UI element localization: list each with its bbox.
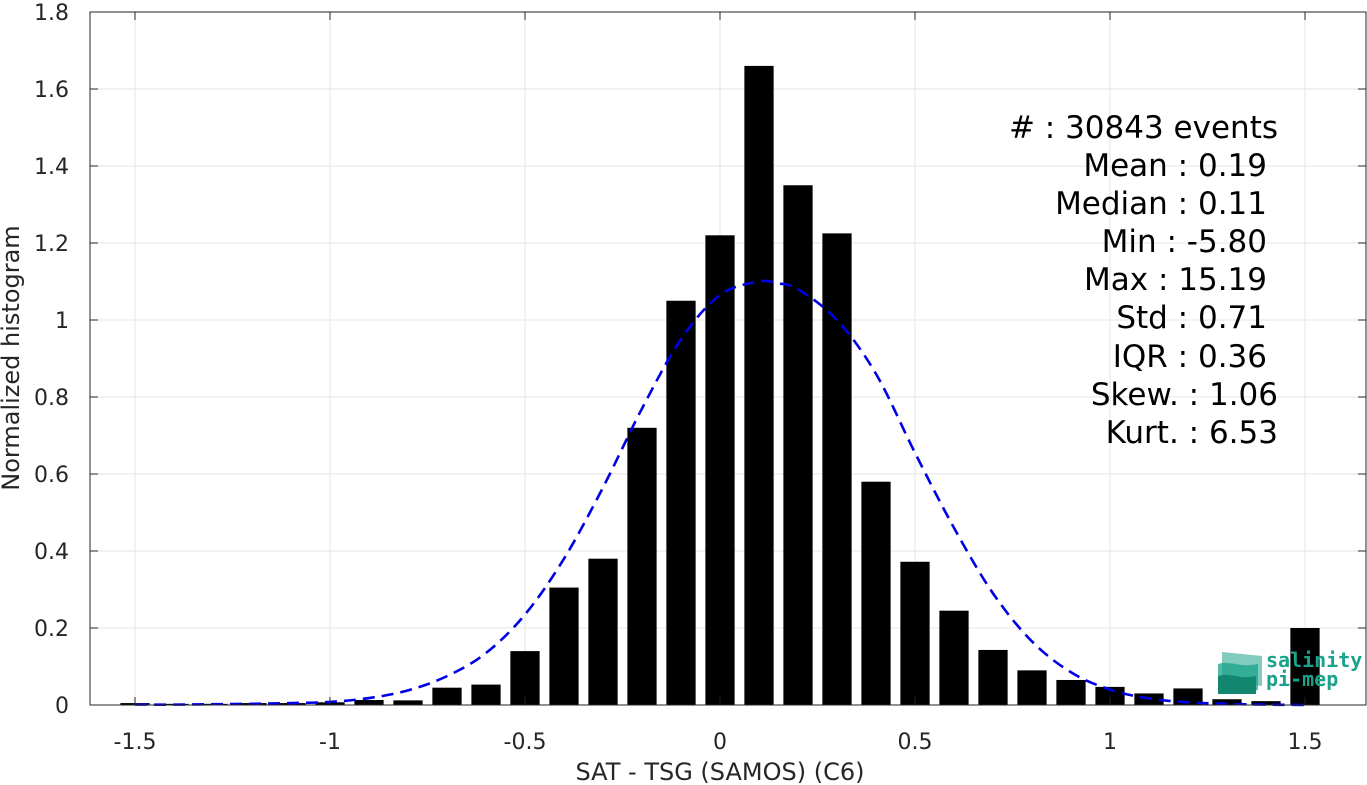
stat-iqr: IQR : 0.36 [1113, 339, 1267, 375]
x-tick-label: 0 [713, 730, 727, 755]
histogram-bar [705, 235, 735, 706]
y-tick-label: 0 [55, 694, 69, 719]
histogram-bar [1251, 701, 1281, 705]
x-axis-ticks: -1.5 -1 -0.5 0 0.5 1 1.5 [114, 12, 1323, 755]
histogram-bar [549, 587, 579, 705]
histogram-bar [1056, 679, 1086, 705]
histogram-bar [627, 427, 657, 705]
x-tick-label: 0.5 [898, 730, 933, 755]
x-tick-label: -1.5 [114, 730, 157, 755]
y-tick-label: 0.6 [34, 463, 69, 488]
histogram-bar [1017, 670, 1047, 705]
y-tick-label: 0.8 [34, 386, 69, 411]
y-axis-label: Normalized histogram [0, 225, 25, 490]
histogram-bar [1095, 686, 1125, 705]
x-axis-label: SAT - TSG (SAMOS) (C6) [576, 758, 865, 785]
stat-skew: Skew. : 1.06 [1091, 377, 1278, 413]
histogram-bar [1290, 628, 1320, 705]
histogram-bar [939, 610, 969, 705]
histogram-bar [666, 300, 696, 705]
y-tick-label: 0.4 [34, 540, 69, 565]
histogram-bar [744, 65, 774, 705]
y-tick-label: 1.2 [34, 232, 69, 257]
histogram-bar [393, 700, 423, 705]
y-tick-label: 1.4 [34, 155, 69, 180]
x-tick-label: 1.5 [1288, 730, 1323, 755]
x-tick-label: -1 [319, 730, 341, 755]
histogram-bar [471, 684, 501, 705]
stat-mean: Mean : 0.19 [1083, 148, 1267, 184]
y-tick-label: 0.2 [34, 617, 69, 642]
stat-max: Max : 15.19 [1084, 262, 1267, 298]
y-tick-label: 1.8 [34, 1, 69, 26]
histogram-bar [783, 185, 813, 705]
histogram-bar [900, 561, 930, 705]
logo-line1: salinity [1266, 648, 1362, 672]
y-tick-label: 1.6 [34, 78, 69, 103]
axes-box [89, 11, 1367, 706]
logo-waves-icon [1218, 652, 1262, 694]
stat-std: Std : 0.71 [1116, 300, 1267, 336]
histogram-bar [861, 481, 891, 705]
x-tick-label: -0.5 [504, 730, 547, 755]
salinity-pimep-logo: salinity pi-mep [1218, 648, 1362, 694]
x-tick-label: 1 [1103, 730, 1117, 755]
y-tick-label: 1 [55, 309, 69, 334]
histogram-bar [432, 687, 462, 705]
histogram-bar [588, 558, 618, 705]
stat-median: Median : 0.11 [1055, 186, 1267, 222]
histogram-bar [510, 651, 540, 705]
stat-kurt: Kurt. : 6.53 [1106, 415, 1278, 451]
stat-min: Min : -5.80 [1102, 224, 1267, 260]
logo-line2: pi-mep [1266, 667, 1338, 691]
histogram-bar [354, 699, 384, 705]
stats-box: # : 30843 events Mean : 0.19 Median : 0.… [1009, 110, 1278, 451]
histogram-bars [120, 65, 1320, 706]
y-axis-ticks: 0 0.2 0.4 0.6 0.8 1 1.2 1.4 1.6 1.8 [34, 1, 1366, 719]
stat-events: # : 30843 events [1009, 110, 1278, 146]
histogram-bar [1212, 699, 1242, 705]
histogram-bar [822, 233, 852, 705]
histogram-bar [978, 649, 1008, 705]
